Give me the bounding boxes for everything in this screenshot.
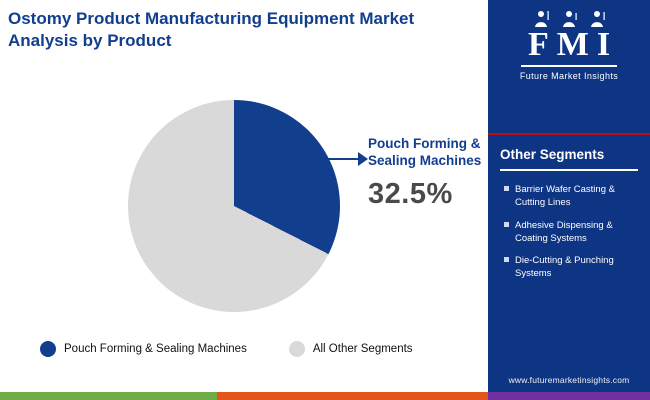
website-link[interactable]: www.futuremarketinsights.com <box>508 375 630 385</box>
fmi-logo-rule <box>521 65 617 67</box>
callout-value: 32.5% <box>368 178 453 210</box>
page-title: Ostomy Product Manufacturing Equipment M… <box>8 9 415 51</box>
bullet-icon <box>504 257 509 263</box>
stripe-purple <box>488 392 650 400</box>
other-segments-heading: Other Segments <box>500 147 638 171</box>
bullet-icon <box>504 186 509 191</box>
list-item: Die-Cutting & Punching Systems <box>504 254 638 281</box>
pie-chart <box>128 100 340 312</box>
legend: Pouch Forming & Sealing Machines All Oth… <box>40 341 413 357</box>
legend-item-other: All Other Segments <box>288 341 413 357</box>
callout-arrow-line <box>303 158 359 160</box>
fmi-logo: FMI Future Market Insights <box>488 10 650 81</box>
legend-label: All Other Segments <box>312 343 413 355</box>
legend-item-pouch: Pouch Forming & Sealing Machines <box>40 341 247 357</box>
legend-label: Pouch Forming & Sealing Machines <box>64 343 247 355</box>
bullet-icon <box>504 221 509 227</box>
callout-arrow-head <box>358 152 368 166</box>
callout-label: Pouch Forming & Sealing Machines <box>368 136 482 168</box>
fmi-logo-subtext: Future Market Insights <box>519 71 619 81</box>
stripe-green <box>0 392 217 400</box>
red-divider <box>488 133 650 135</box>
other-segments-list: Barrier Wafer Casting & Cutting Lines Ad… <box>504 183 638 281</box>
fmi-logo-people-icons <box>535 11 605 27</box>
sidebar: FMI Future Market Insights Other Segment… <box>488 0 650 392</box>
fmi-logo-text: FMI <box>527 26 619 63</box>
legend-dot-navy <box>40 341 56 357</box>
list-item: Adhesive Dispensing & Coating Systems <box>504 219 638 246</box>
chart-area: Ostomy Product Manufacturing Equipment M… <box>8 9 482 357</box>
footer-stripes <box>0 392 650 400</box>
legend-dot-gray <box>288 341 305 357</box>
stripe-orange <box>217 392 488 400</box>
list-item: Barrier Wafer Casting & Cutting Lines <box>504 183 638 210</box>
